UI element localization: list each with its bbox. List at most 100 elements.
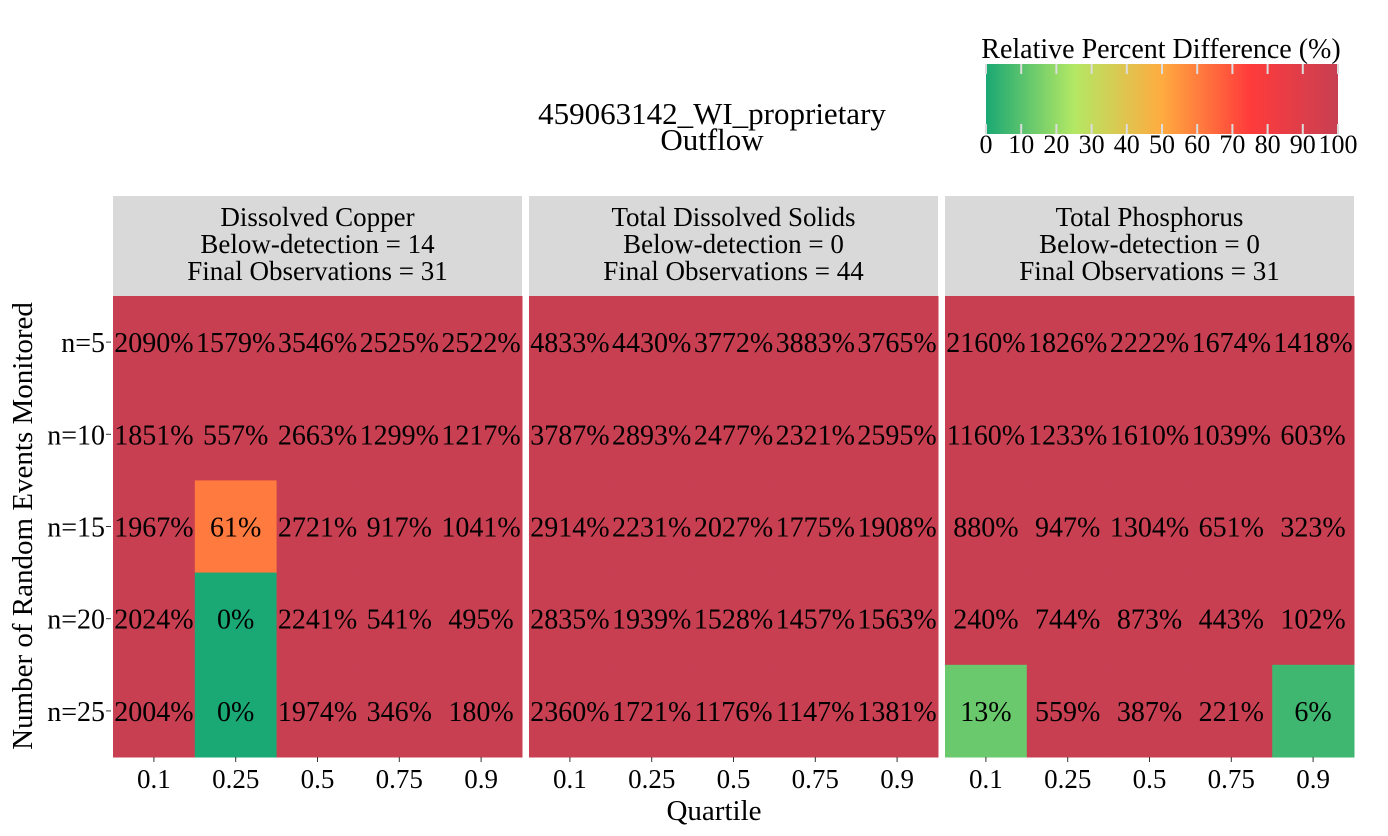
cell-value-label: 1967% bbox=[114, 513, 193, 544]
heatmap-cell bbox=[358, 664, 441, 758]
cell-value-label: 873% bbox=[1117, 605, 1182, 636]
colorbar-tick-label: 80 bbox=[1255, 130, 1281, 159]
cell-value-label: 1528% bbox=[694, 605, 773, 636]
chart-title-line-1: 459063142_WI_proprietary bbox=[538, 96, 886, 131]
cell-value-label: 1939% bbox=[612, 605, 691, 636]
heatmap-cell bbox=[856, 480, 939, 574]
heatmap-cell bbox=[945, 296, 1028, 389]
heatmap-cell bbox=[692, 296, 775, 389]
cell-value-label: 1217% bbox=[441, 420, 520, 451]
heatmap-cell bbox=[113, 296, 196, 389]
heatmap-cell bbox=[440, 664, 523, 758]
cell-value-label: 2525% bbox=[360, 328, 439, 359]
cell-value-label: 917% bbox=[367, 513, 432, 544]
facet-header bbox=[113, 196, 522, 296]
heatmap-cell bbox=[692, 480, 775, 574]
heatmap-cell bbox=[1190, 480, 1273, 574]
cell-value-label: 1160% bbox=[947, 420, 1025, 451]
heatmap-cell bbox=[276, 296, 359, 389]
cell-value-label: 1381% bbox=[857, 697, 936, 728]
y-tick-label: n=15 bbox=[47, 513, 105, 544]
heatmap-cell bbox=[1190, 296, 1273, 389]
heatmap-cell bbox=[1108, 296, 1191, 389]
facet-header-text: Final Observations = 44 bbox=[603, 256, 864, 286]
cell-value-label: 2241% bbox=[278, 605, 357, 636]
facet-header-text: Below-detection = 0 bbox=[1039, 229, 1260, 259]
cell-value-label: 443% bbox=[1199, 605, 1264, 636]
heatmap-cell bbox=[194, 388, 278, 481]
cell-value-label: 744% bbox=[1035, 605, 1100, 636]
heatmap-cell bbox=[529, 572, 612, 666]
heatmap-cell bbox=[774, 480, 857, 574]
cell-value-label: 1147% bbox=[776, 697, 854, 728]
heatmap-cell bbox=[358, 480, 441, 574]
heatmap-cell bbox=[194, 572, 278, 666]
heatmap-cell bbox=[945, 572, 1028, 666]
facet-header-text: Total Phosphorus bbox=[1056, 202, 1244, 232]
cell-value-label: 1039% bbox=[1192, 420, 1271, 451]
facet-header-text: Below-detection = 0 bbox=[623, 229, 844, 259]
heatmap-cell bbox=[529, 388, 612, 481]
cell-value-label: 2004% bbox=[114, 697, 193, 728]
facet-header-text: Dissolved Copper bbox=[220, 202, 414, 232]
heatmap-cell bbox=[774, 664, 857, 758]
cell-value-label: 2027% bbox=[694, 513, 773, 544]
facet-header-text: Final Observations = 31 bbox=[1019, 256, 1279, 286]
colorbar-tick-label: 90 bbox=[1290, 130, 1316, 159]
heatmap-cell bbox=[1108, 388, 1191, 481]
y-tick-label: n=20 bbox=[47, 605, 105, 636]
heatmap-cell bbox=[1190, 572, 1273, 666]
heatmap-cell bbox=[529, 480, 612, 574]
heatmap-cell bbox=[774, 572, 857, 666]
facet-header bbox=[529, 196, 938, 296]
cell-value-label: 4430% bbox=[612, 328, 691, 359]
cell-value-label: 1563% bbox=[857, 605, 936, 636]
heatmap-cell bbox=[276, 664, 359, 758]
heatmap-cell bbox=[1026, 664, 1110, 758]
heatmap-cell bbox=[610, 664, 694, 758]
cell-value-label: 1299% bbox=[360, 420, 439, 451]
heatmap-cell bbox=[1108, 572, 1191, 666]
cell-value-label: 6% bbox=[1294, 697, 1331, 728]
cell-value-label: 2222% bbox=[1110, 328, 1189, 359]
x-tick-label: 0.5 bbox=[1133, 764, 1167, 794]
heatmap-cell bbox=[610, 572, 694, 666]
cell-value-label: 1457% bbox=[776, 605, 855, 636]
cell-value-label: 1674% bbox=[1192, 328, 1271, 359]
cell-value-label: 1304% bbox=[1110, 513, 1189, 544]
cell-value-label: 1418% bbox=[1273, 328, 1352, 359]
cell-value-label: 0% bbox=[217, 697, 254, 728]
cell-value-label: 1176% bbox=[694, 697, 772, 728]
x-tick-label: 0.75 bbox=[376, 764, 423, 794]
cell-value-label: 541% bbox=[367, 605, 432, 636]
cell-value-label: 1908% bbox=[857, 513, 936, 544]
x-tick-label: 0.1 bbox=[969, 764, 1003, 794]
x-tick-label: 0.9 bbox=[464, 764, 498, 794]
colorbar-tick-label: 60 bbox=[1184, 130, 1210, 159]
cell-value-label: 557% bbox=[203, 420, 268, 451]
cell-value-label: 61% bbox=[210, 513, 261, 544]
heatmap-cell bbox=[440, 572, 523, 666]
colorbar-label: Relative Percent Difference (%) bbox=[981, 34, 1340, 65]
colorbar-tick-label: 0 bbox=[980, 130, 993, 159]
heatmap-cell bbox=[774, 296, 857, 389]
heatmap-cell bbox=[113, 572, 196, 666]
cell-value-label: 2231% bbox=[612, 513, 691, 544]
heatmap-cell bbox=[856, 572, 939, 666]
heatmap-cell bbox=[1190, 388, 1273, 481]
heatmap-cell bbox=[113, 480, 196, 574]
cell-value-label: 2835% bbox=[530, 605, 609, 636]
cell-value-label: 880% bbox=[953, 513, 1018, 544]
cell-value-label: 1610% bbox=[1110, 420, 1189, 451]
heatmap-cell bbox=[774, 388, 857, 481]
x-tick-label: 0.9 bbox=[1296, 764, 1330, 794]
colorbar-tick-label: 50 bbox=[1149, 130, 1175, 159]
heatmap-cell bbox=[610, 388, 694, 481]
heatmap-cell bbox=[945, 664, 1028, 758]
cell-value-label: 102% bbox=[1280, 605, 1345, 636]
heatmap-cell bbox=[113, 664, 196, 758]
cell-value-label: 651% bbox=[1199, 513, 1264, 544]
